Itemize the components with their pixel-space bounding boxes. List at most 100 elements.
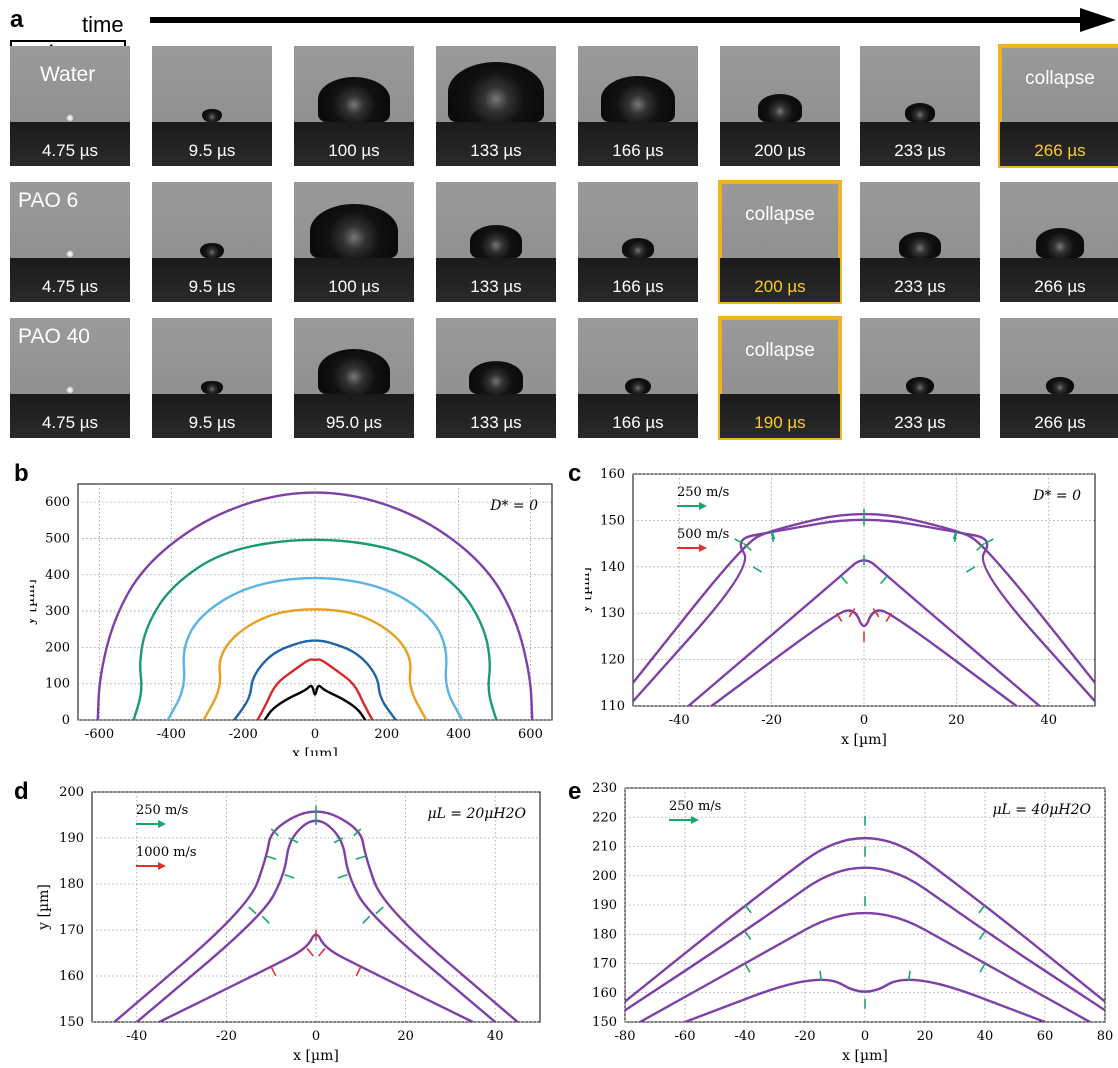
legend-label: 250 m/s — [136, 803, 188, 818]
frame-1-3: 133 µs — [436, 182, 556, 302]
bubble — [310, 203, 398, 258]
frame-time: 9.5 µs — [188, 277, 236, 296]
frame-1-2: 100 µs — [294, 182, 414, 302]
frame-time: 200 µs — [754, 141, 806, 160]
substrate — [294, 258, 414, 302]
velocity-arrow — [266, 855, 277, 860]
bubble — [469, 360, 523, 394]
frame-1-0: PAO 6 4.75 µs — [10, 182, 130, 302]
y-tick-label: 210 — [592, 840, 617, 855]
y-tick-label: 150 — [592, 1015, 617, 1030]
plot-b: -600 -400 -200 0 200 400 600 0 100 200 300 400 500 60… — [30, 483, 553, 756]
x-tick-label: -20 — [761, 713, 782, 728]
annotation: D* = 0 — [489, 498, 538, 514]
y-tick-label: 160 — [600, 467, 625, 482]
frame-2-4: 166 µs — [578, 318, 698, 438]
bubble — [757, 94, 803, 122]
y-tick-label: 180 — [59, 877, 84, 892]
velocity-arrow — [355, 966, 362, 977]
frame-1-4: 166 µs — [578, 182, 698, 302]
x-tick-label: -40 — [126, 1029, 147, 1044]
velocity-arrow — [744, 930, 752, 941]
frame-time: 133 µs — [470, 413, 522, 432]
x-tick-label: 40 — [977, 1029, 994, 1044]
substrate — [720, 258, 840, 302]
velocity-arrow — [978, 904, 986, 914]
velocity-arrow — [248, 906, 257, 915]
velocity-arrow — [835, 612, 843, 622]
velocity-arrow — [979, 963, 986, 973]
liquid-label: Water — [40, 63, 96, 86]
frame-0-0: Water 4.75 µs — [10, 46, 130, 166]
legend-label: 250 m/s — [669, 799, 721, 814]
velocity-arrow — [270, 966, 277, 977]
annotation: μL = 20μH2O — [427, 806, 526, 822]
frame-2-2: 95.0 µs — [294, 318, 414, 438]
velocity-arrow — [355, 855, 366, 860]
y-axis-label: y [µm] — [36, 884, 52, 931]
x-tick-label: 0 — [312, 1029, 320, 1044]
annotation: μL = 40μH2O — [992, 802, 1091, 818]
series-curve-3 — [684, 978, 1046, 1022]
substrate — [578, 258, 698, 302]
frame-time: 233 µs — [894, 277, 946, 296]
x-tick-label: -80 — [615, 1029, 636, 1044]
x-tick-label: 20 — [948, 713, 965, 728]
frame-time: 95.0 µs — [325, 413, 383, 432]
velocity-arrow — [743, 543, 752, 551]
frame-0-7: collapse 266 µs — [998, 44, 1118, 168]
velocity-arrow — [306, 947, 315, 957]
velocity-arrow — [770, 531, 775, 542]
x-tick-label: 20 — [397, 1029, 414, 1044]
frame-time: 100 µs — [328, 141, 380, 160]
x-tick-label: 40 — [1041, 713, 1058, 728]
substrate — [10, 122, 130, 166]
y-tick-label: 150 — [59, 1015, 84, 1030]
velocity-arrow — [270, 828, 279, 837]
substrate — [860, 394, 980, 438]
substrate — [720, 122, 840, 166]
bubble — [318, 349, 390, 394]
frame-time: 166 µs — [612, 141, 664, 160]
velocity-arrow — [744, 904, 752, 914]
series-curve-0 — [96, 491, 534, 720]
y-tick-label: 130 — [600, 606, 625, 621]
bubble — [201, 380, 223, 394]
x-tick-label: 400 — [446, 727, 471, 742]
frame-0-2: 100 µs — [294, 46, 414, 166]
series-curve-3 — [202, 608, 428, 720]
bubble — [899, 231, 941, 258]
velocity-arrow — [734, 538, 744, 545]
x-tick-label: 60 — [1037, 1029, 1054, 1044]
y-tick-label: 0 — [62, 713, 70, 728]
panel-letter-e: e — [568, 778, 582, 805]
panel-letter-a: a — [10, 6, 24, 33]
series-curve-2 — [639, 911, 1091, 1022]
series-curve-0 — [625, 836, 1105, 1003]
x-tick-label: -20 — [795, 1029, 816, 1044]
frame-2-5: collapse 190 µs — [718, 316, 842, 440]
substrate — [436, 122, 556, 166]
frame-1-7: 266 µs — [1000, 182, 1118, 302]
x-tick-label: 0 — [860, 713, 868, 728]
substrate — [294, 394, 414, 438]
velocity-arrow — [362, 915, 371, 924]
y-tick-label: 190 — [592, 898, 617, 913]
y-tick-label: 170 — [592, 957, 617, 972]
bubble — [1046, 376, 1074, 394]
bubble — [318, 77, 390, 122]
frame-time: 190 µs — [754, 413, 806, 432]
y-tick-label: 150 — [600, 513, 625, 528]
y-tick-label: 200 — [59, 785, 84, 800]
frame-2-3: 133 µs — [436, 318, 556, 438]
substrate — [152, 122, 272, 166]
frame-1-1: 9.5 µs — [152, 182, 272, 302]
collapse-label: collapse — [745, 204, 815, 225]
substrate — [152, 394, 272, 438]
frame-time: 233 µs — [894, 413, 946, 432]
frame-0-4: 166 µs — [578, 46, 698, 166]
velocity-arrow — [337, 874, 348, 879]
substrate — [860, 122, 980, 166]
frame-time: 4.75 µs — [41, 141, 99, 160]
frame-time: 9.5 µs — [188, 413, 236, 432]
